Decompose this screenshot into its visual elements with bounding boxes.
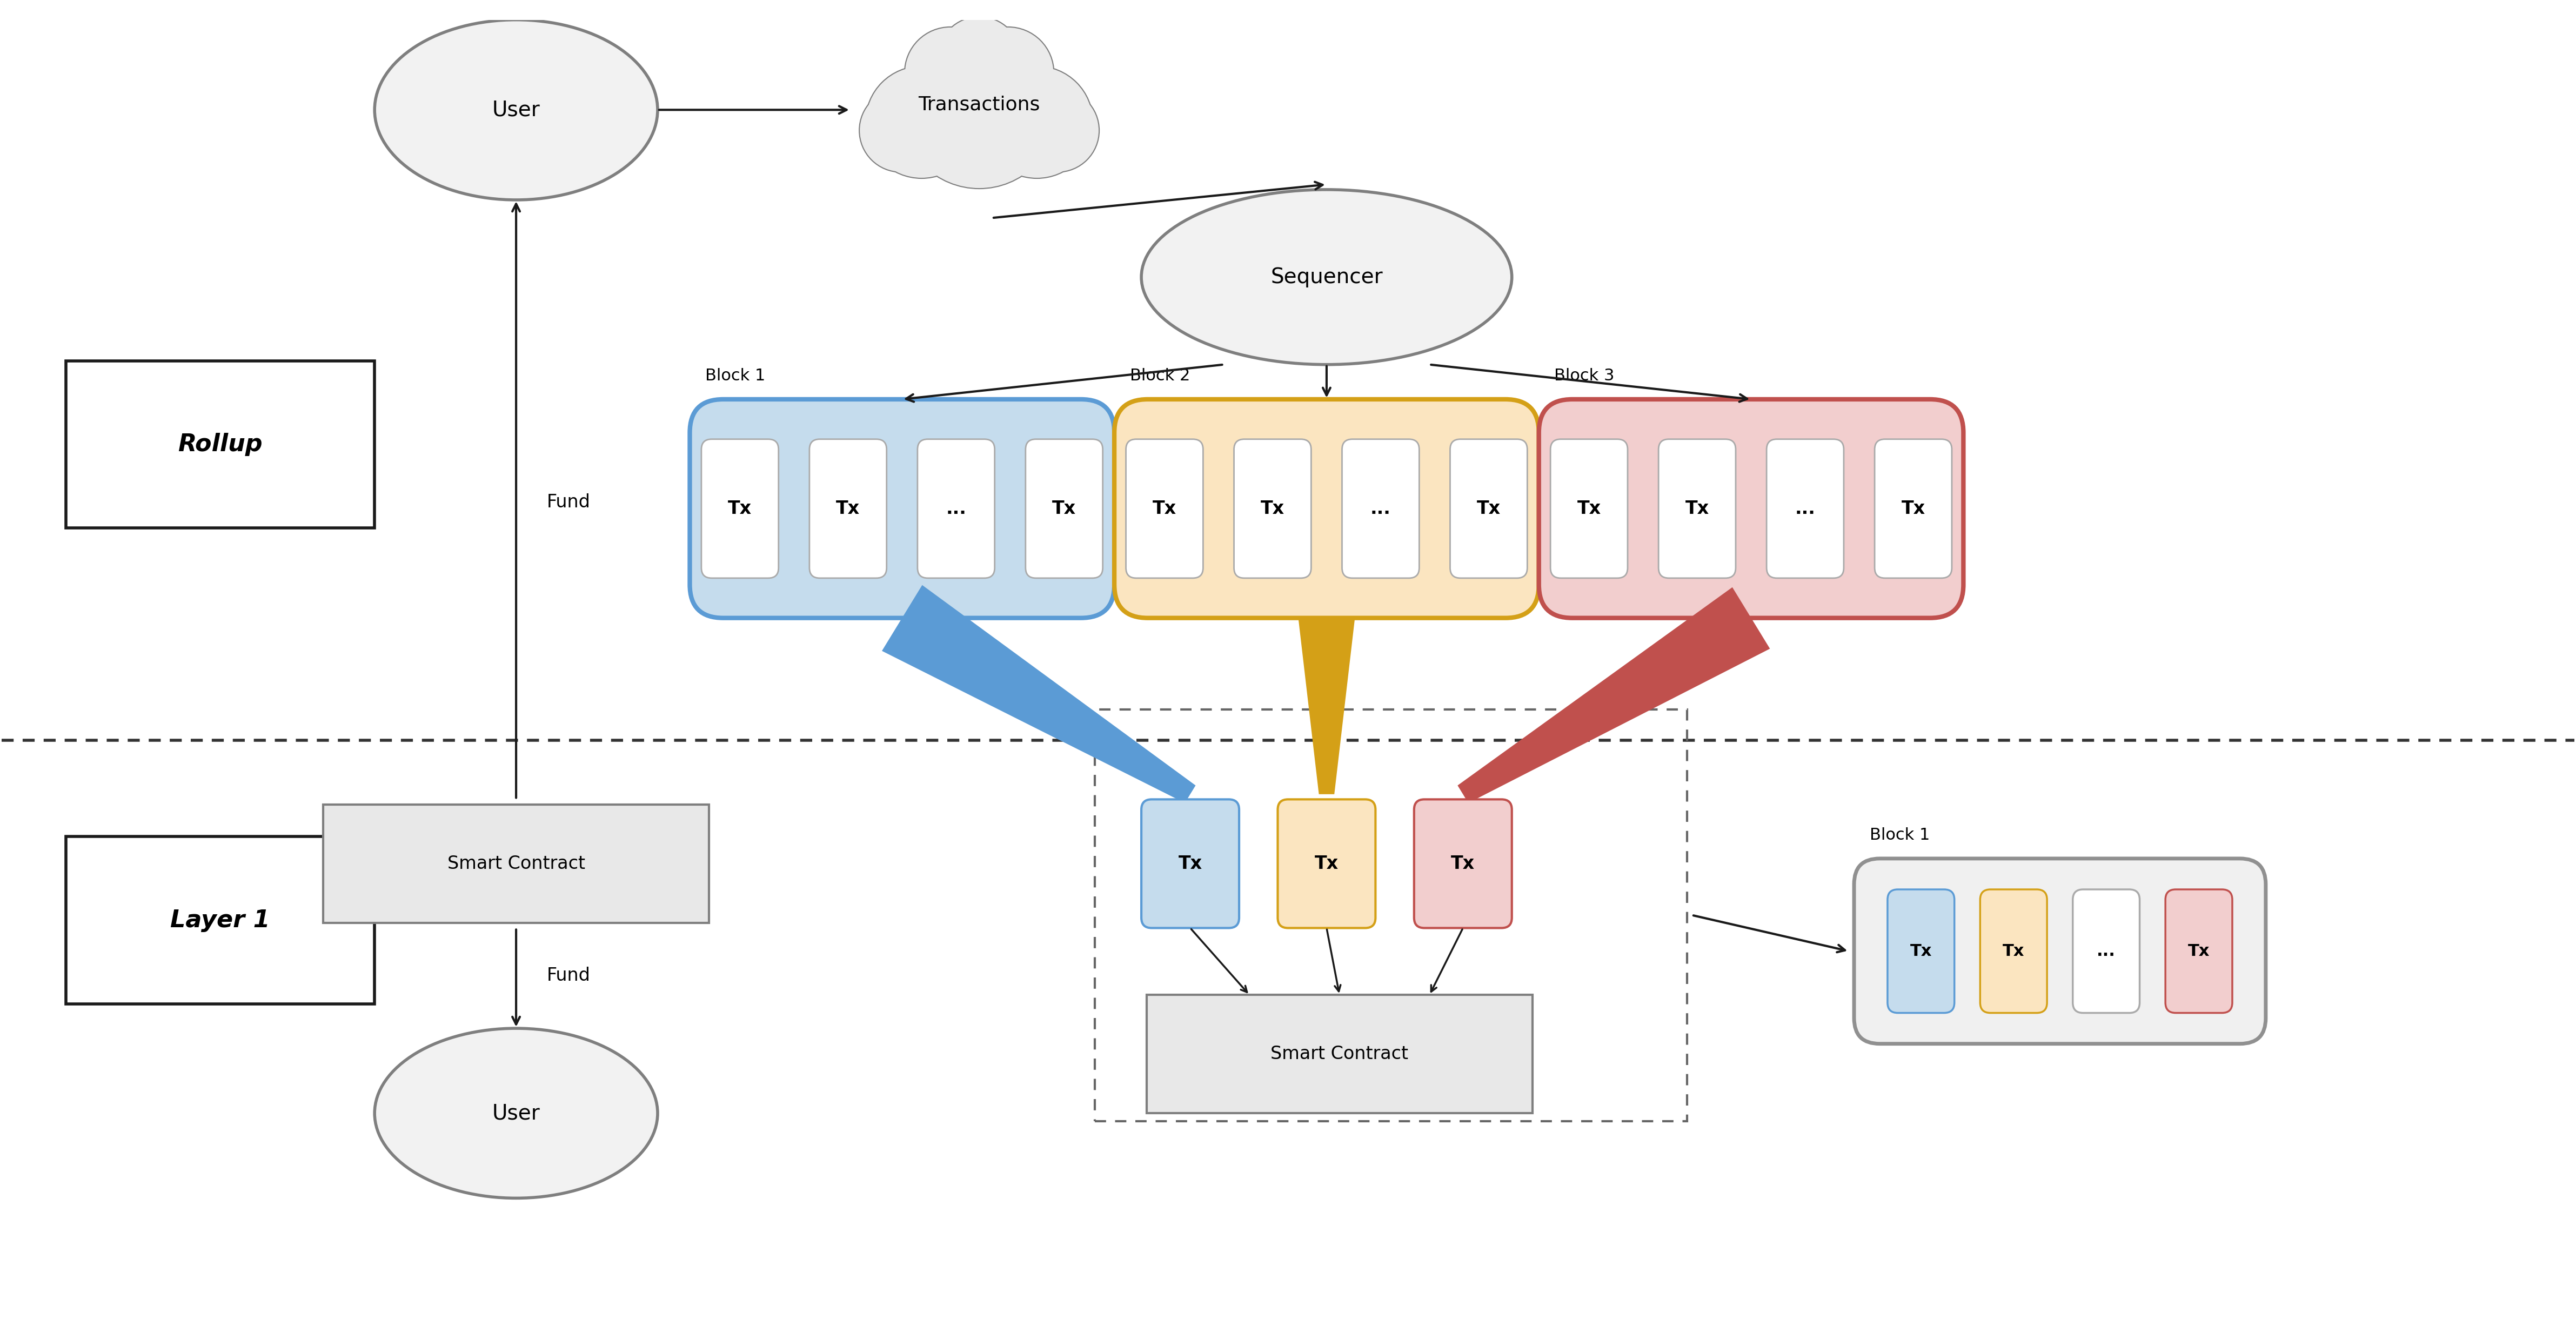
FancyBboxPatch shape xyxy=(1146,994,1533,1114)
FancyBboxPatch shape xyxy=(701,439,778,578)
Text: Block 1: Block 1 xyxy=(706,369,765,383)
Text: Tx: Tx xyxy=(1177,855,1203,873)
Text: Layer 1: Layer 1 xyxy=(170,908,270,932)
Ellipse shape xyxy=(963,28,1054,118)
FancyBboxPatch shape xyxy=(1414,800,1512,928)
Ellipse shape xyxy=(904,28,997,118)
Ellipse shape xyxy=(981,66,1092,178)
Ellipse shape xyxy=(374,20,657,200)
Text: Rollup: Rollup xyxy=(178,432,263,456)
Ellipse shape xyxy=(1141,190,1512,365)
FancyBboxPatch shape xyxy=(1234,439,1311,578)
Text: Block 1: Block 1 xyxy=(1870,827,1929,843)
Text: ...: ... xyxy=(1370,500,1391,517)
FancyBboxPatch shape xyxy=(322,805,708,923)
Text: Fund: Fund xyxy=(546,967,590,984)
Ellipse shape xyxy=(902,32,1059,188)
FancyBboxPatch shape xyxy=(2074,890,2141,1013)
Polygon shape xyxy=(881,585,1195,804)
Text: ...: ... xyxy=(945,500,966,517)
Text: Tx: Tx xyxy=(1260,500,1285,517)
Text: Tx: Tx xyxy=(1577,500,1600,517)
Ellipse shape xyxy=(981,66,1092,178)
FancyBboxPatch shape xyxy=(1888,890,1955,1013)
Ellipse shape xyxy=(1018,89,1097,171)
FancyBboxPatch shape xyxy=(67,837,374,1004)
Text: Tx: Tx xyxy=(2187,943,2210,959)
FancyBboxPatch shape xyxy=(1115,399,1538,618)
FancyBboxPatch shape xyxy=(809,439,886,578)
Ellipse shape xyxy=(938,17,1020,99)
Polygon shape xyxy=(1298,618,1355,794)
Text: Tx: Tx xyxy=(1314,855,1340,873)
Text: Tx: Tx xyxy=(1685,500,1708,517)
Ellipse shape xyxy=(860,89,943,171)
Text: Block 3: Block 3 xyxy=(1553,369,1615,383)
Polygon shape xyxy=(1458,587,1770,804)
FancyBboxPatch shape xyxy=(1659,439,1736,578)
FancyBboxPatch shape xyxy=(1141,800,1239,928)
FancyBboxPatch shape xyxy=(1342,439,1419,578)
FancyBboxPatch shape xyxy=(1025,439,1103,578)
Text: Tx: Tx xyxy=(1450,855,1476,873)
FancyBboxPatch shape xyxy=(690,399,1115,618)
FancyBboxPatch shape xyxy=(1450,439,1528,578)
Text: Tx: Tx xyxy=(729,500,752,517)
Text: Tx: Tx xyxy=(1901,500,1924,517)
Text: ...: ... xyxy=(1795,500,1816,517)
Text: Smart Contract: Smart Contract xyxy=(448,855,585,873)
Ellipse shape xyxy=(374,1029,657,1199)
Ellipse shape xyxy=(904,28,997,118)
Text: Block 2: Block 2 xyxy=(1131,369,1190,383)
FancyBboxPatch shape xyxy=(1875,439,1953,578)
Ellipse shape xyxy=(1018,89,1097,171)
Text: Tx: Tx xyxy=(837,500,860,517)
FancyBboxPatch shape xyxy=(1278,800,1376,928)
FancyBboxPatch shape xyxy=(1855,858,2267,1044)
Text: Sequencer: Sequencer xyxy=(1270,267,1383,288)
Ellipse shape xyxy=(866,66,976,178)
FancyBboxPatch shape xyxy=(1126,439,1203,578)
Text: Smart Contract: Smart Contract xyxy=(1270,1045,1409,1063)
Ellipse shape xyxy=(866,66,976,178)
Text: Fund: Fund xyxy=(546,493,590,511)
Text: User: User xyxy=(492,99,541,121)
Text: Tx: Tx xyxy=(1476,500,1502,517)
FancyBboxPatch shape xyxy=(1981,890,2048,1013)
FancyBboxPatch shape xyxy=(1767,439,1844,578)
Text: Tx: Tx xyxy=(1909,943,1932,959)
Text: Tx: Tx xyxy=(1051,500,1077,517)
Text: Tx: Tx xyxy=(2002,943,2025,959)
Ellipse shape xyxy=(860,89,943,171)
FancyBboxPatch shape xyxy=(67,361,374,528)
Text: Tx: Tx xyxy=(1151,500,1177,517)
Ellipse shape xyxy=(938,17,1020,99)
Text: User: User xyxy=(492,1103,541,1123)
Ellipse shape xyxy=(902,32,1059,188)
Text: Transactions: Transactions xyxy=(920,95,1041,114)
FancyBboxPatch shape xyxy=(2166,890,2233,1013)
Text: ...: ... xyxy=(2097,943,2115,959)
FancyBboxPatch shape xyxy=(917,439,994,578)
Ellipse shape xyxy=(963,28,1054,118)
FancyBboxPatch shape xyxy=(1538,399,1963,618)
FancyBboxPatch shape xyxy=(1551,439,1628,578)
